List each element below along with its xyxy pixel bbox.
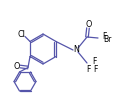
Text: Br: Br	[103, 34, 111, 44]
Text: F: F	[93, 65, 97, 74]
Text: F: F	[102, 31, 106, 41]
Text: O: O	[86, 19, 92, 28]
Text: N: N	[73, 45, 79, 54]
Text: Cl: Cl	[17, 30, 25, 39]
Text: F: F	[92, 56, 96, 65]
Text: F: F	[86, 65, 90, 74]
Text: O: O	[13, 62, 20, 71]
